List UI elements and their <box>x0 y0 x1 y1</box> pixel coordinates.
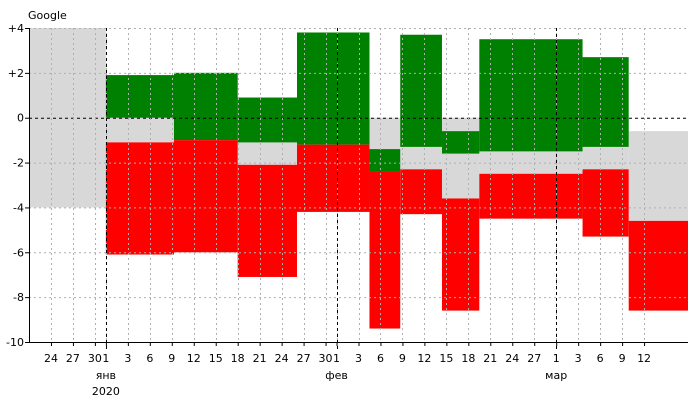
red-bar <box>400 169 442 215</box>
green-bar <box>582 57 629 147</box>
x-tick-label: 6 <box>146 352 153 365</box>
red-bar <box>628 220 688 311</box>
x-tick-label: 24 <box>505 352 519 365</box>
red-bar <box>479 173 583 219</box>
x-tick-label: 9 <box>168 352 175 365</box>
y-tick-label: -8 <box>13 291 24 304</box>
x-tick-label: 27 <box>66 352 80 365</box>
x-tick-label: 1 <box>333 352 340 365</box>
grid-layer <box>29 28 688 352</box>
x-tick-label: 6 <box>377 352 384 365</box>
axis-layer <box>25 28 688 346</box>
y-tick-label: +2 <box>8 67 24 80</box>
green-bar <box>369 149 401 172</box>
y-tick-label: 0 <box>17 112 24 125</box>
y-tick-label: -6 <box>13 246 24 259</box>
green-bar <box>479 39 583 152</box>
x-tick-label: 18 <box>461 352 475 365</box>
green-bar <box>173 72 238 141</box>
x-tick-label: 12 <box>417 352 431 365</box>
month-label: фев <box>325 369 348 382</box>
green-bar <box>237 97 297 143</box>
bar-layer <box>105 32 688 329</box>
x-tick-label: 24 <box>44 352 58 365</box>
x-tick-label: 24 <box>275 352 289 365</box>
x-tick-label: 30 <box>88 352 102 365</box>
month-label: мар <box>545 369 567 382</box>
x-tick-label: 27 <box>297 352 311 365</box>
gray-band-segment <box>628 131 688 221</box>
x-tick-label: 3 <box>355 352 362 365</box>
x-tick-label: 12 <box>187 352 201 365</box>
x-tick-label: 21 <box>483 352 497 365</box>
year-label: 2020 <box>92 385 120 398</box>
red-bar <box>237 164 297 277</box>
red-bar <box>173 140 238 253</box>
x-tick-label: 12 <box>637 352 651 365</box>
x-tick-label: 1 <box>553 352 560 365</box>
x-tick-label: 9 <box>619 352 626 365</box>
green-bar <box>105 75 174 118</box>
x-tick-label: 27 <box>527 352 541 365</box>
y-tick-label: +4 <box>8 22 24 35</box>
x-tick-label: 6 <box>597 352 604 365</box>
chart-title: Google <box>28 9 67 22</box>
red-bar <box>582 169 629 237</box>
x-tick-label: 9 <box>399 352 406 365</box>
green-bar <box>296 32 370 145</box>
green-bar <box>400 34 442 147</box>
y-tick-label: -4 <box>13 201 24 214</box>
x-tick-label: 3 <box>124 352 131 365</box>
x-tick-label: 1 <box>102 352 109 365</box>
red-bar <box>369 171 401 329</box>
y-tick-label: -10 <box>6 336 24 349</box>
x-tick-label: 15 <box>439 352 453 365</box>
red-bar <box>441 198 480 311</box>
x-tick-label: 18 <box>231 352 245 365</box>
x-tick-label: 30 <box>319 352 333 365</box>
red-bar <box>105 142 174 255</box>
x-tick-label: 15 <box>209 352 223 365</box>
x-tick-label: 21 <box>253 352 267 365</box>
gray-band-segment <box>441 117 480 199</box>
month-label: янв <box>96 369 116 382</box>
y-tick-label: -2 <box>13 157 24 170</box>
green-bar <box>441 131 480 154</box>
red-bar <box>296 144 370 212</box>
x-tick-label: 3 <box>575 352 582 365</box>
